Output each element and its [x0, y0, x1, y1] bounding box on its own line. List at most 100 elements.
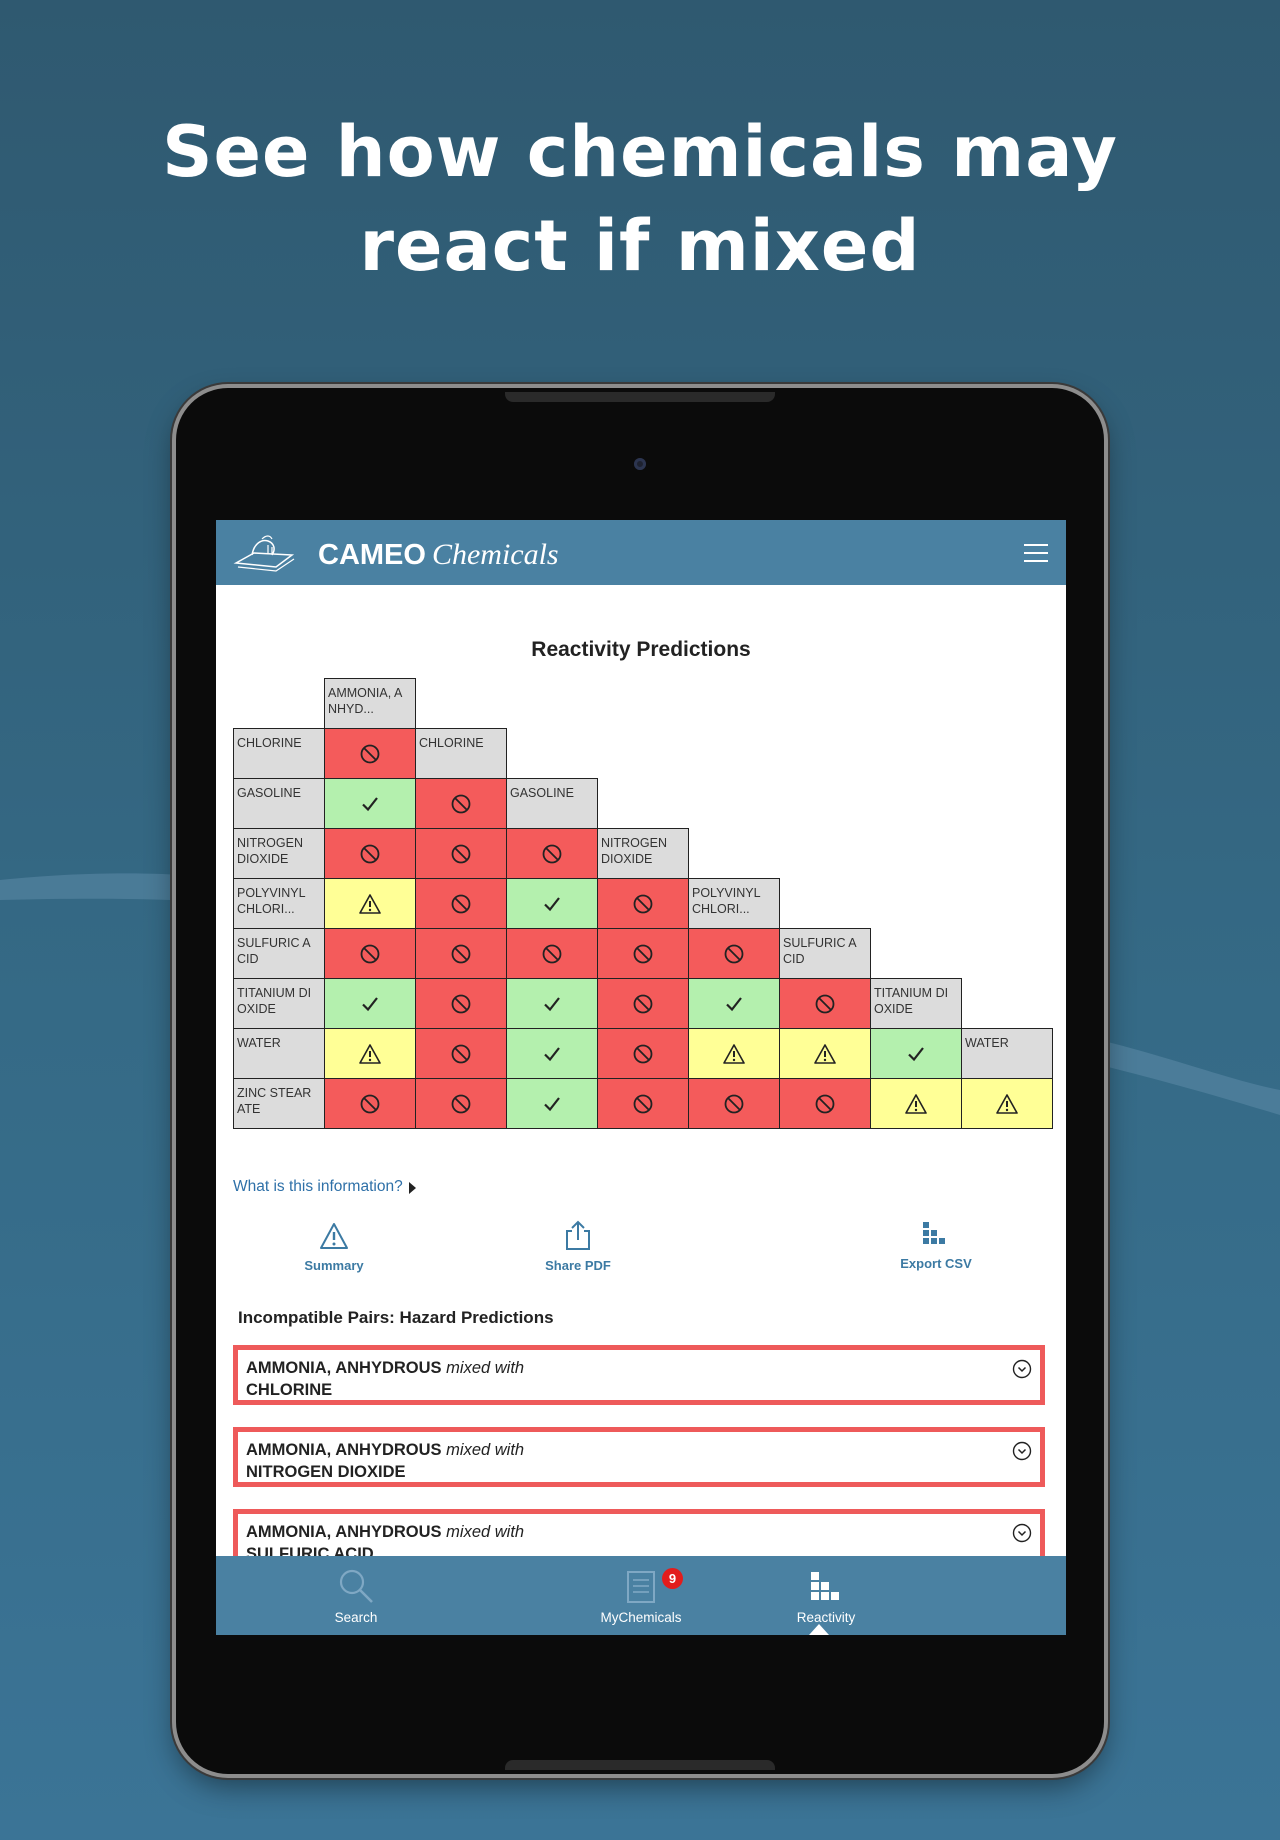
pair-chemical-b: CHLORINE	[246, 1381, 333, 1399]
matrix-cell-compatible	[506, 878, 598, 929]
matrix-column-header: WATER	[961, 1028, 1053, 1079]
prohibited-icon	[632, 1093, 654, 1115]
info-link[interactable]: What is this information?	[233, 1178, 403, 1195]
prohibited-icon	[450, 1093, 472, 1115]
matrix-label-text: AMMONIA, A NHYD...	[328, 686, 403, 716]
tab-search-label: Search	[334, 1610, 378, 1625]
summary-button[interactable]: Summary	[294, 1222, 374, 1273]
matrix-column-header: NITROGEN DIOXIDE	[597, 828, 689, 879]
cameo-logo-icon	[233, 535, 295, 572]
matrix-label-text: GASOLINE	[237, 786, 301, 800]
pair-chemical-b: NITROGEN DIOXIDE	[246, 1463, 406, 1481]
document-list-icon	[627, 1571, 655, 1603]
matrix-row-header: CHLORINE	[233, 728, 325, 779]
check-icon	[541, 993, 563, 1015]
headline-line-2: react if mixed	[359, 205, 921, 287]
matrix-label-text: POLYVINYL CHLORI...	[692, 886, 761, 916]
matrix-cell-compatible	[688, 978, 780, 1029]
prohibited-icon	[723, 1093, 745, 1115]
matrix-cell-caution	[961, 1078, 1053, 1129]
matrix-cell-incompatible	[597, 1078, 689, 1129]
check-icon	[541, 1043, 563, 1065]
matrix-label-text: ZINC STEAR ATE	[237, 1086, 312, 1116]
matrix-cell-incompatible	[415, 928, 507, 979]
prohibited-icon	[359, 843, 381, 865]
matrix-label-text: SULFURIC A CID	[237, 936, 311, 966]
chevron-down-icon[interactable]	[1012, 1441, 1032, 1461]
check-icon	[905, 1043, 927, 1065]
headline: See how chemicals may react if mixed	[0, 105, 1280, 293]
prohibited-icon	[359, 943, 381, 965]
prohibited-icon	[814, 993, 836, 1015]
matrix-row-header: ZINC STEAR ATE	[233, 1078, 325, 1129]
check-icon	[541, 1093, 563, 1115]
matrix-cell-compatible	[506, 1028, 598, 1079]
matrix-label-text: SULFURIC A CID	[783, 936, 857, 966]
matrix-cell-compatible	[506, 1078, 598, 1129]
export-csv-label: Export CSV	[900, 1256, 972, 1271]
incompatible-pairs-title: Incompatible Pairs: Hazard Predictions	[238, 1308, 554, 1327]
prohibited-icon	[632, 1043, 654, 1065]
matrix-column-header: GASOLINE	[506, 778, 598, 829]
grid-chart-icon	[811, 1572, 839, 1600]
matrix-column-header: CHLORINE	[415, 728, 507, 779]
matrix-row-header: NITROGEN DIOXIDE	[233, 828, 325, 879]
matrix-cell-compatible	[870, 1028, 962, 1079]
pair-item[interactable]: AMMONIA, ANHYDROUS mixed with NITROGEN D…	[233, 1427, 1045, 1487]
tab-reactivity[interactable]: Reactivity	[746, 1556, 906, 1635]
matrix-cell-incompatible	[324, 1078, 416, 1129]
headline-line-1: See how chemicals may	[162, 111, 1118, 193]
matrix-cell-incompatible	[688, 1078, 780, 1129]
matrix-cell-incompatible	[324, 728, 416, 779]
matrix-column-header: POLYVINYL CHLORI...	[688, 878, 780, 929]
export-csv-button[interactable]: Export CSV	[886, 1220, 986, 1271]
matrix-cell-compatible	[506, 978, 598, 1029]
tablet-notch-top	[505, 392, 775, 402]
pair-chemical-a: AMMONIA, ANHYDROUS	[246, 1523, 442, 1541]
share-pdf-button[interactable]: Share PDF	[533, 1220, 623, 1273]
matrix-cell-incompatible	[597, 978, 689, 1029]
warning-icon	[905, 1093, 927, 1115]
summary-label: Summary	[304, 1258, 364, 1273]
matrix-label-text: CHLORINE	[419, 736, 484, 750]
warning-icon	[814, 1043, 836, 1065]
info-arrow-icon[interactable]	[409, 1182, 416, 1194]
matrix-row-header: SULFURIC A CID	[233, 928, 325, 979]
tab-mychemicals-label: MyChemicals	[600, 1610, 682, 1625]
pair-item[interactable]: AMMONIA, ANHYDROUS mixed with CHLORINE	[233, 1345, 1045, 1405]
grid-chart-icon	[923, 1222, 945, 1244]
hamburger-menu-icon[interactable]	[1024, 544, 1048, 562]
matrix-cell-incompatible	[415, 878, 507, 929]
prohibited-icon	[450, 793, 472, 815]
prohibited-icon	[359, 743, 381, 765]
page-title: Reactivity Predictions	[531, 638, 751, 661]
warning-icon	[996, 1093, 1018, 1115]
chevron-down-icon[interactable]	[1012, 1523, 1032, 1543]
check-icon	[359, 993, 381, 1015]
matrix-column-header: SULFURIC A CID	[779, 928, 871, 979]
prohibited-icon	[541, 843, 563, 865]
share-pdf-label: Share PDF	[545, 1258, 611, 1273]
matrix-cell-incompatible	[597, 928, 689, 979]
tab-mychemicals[interactable]: 9 MyChemicals	[556, 1556, 726, 1635]
matrix-cell-incompatible	[415, 828, 507, 879]
matrix-cell-incompatible	[688, 928, 780, 979]
chevron-down-icon[interactable]	[1012, 1359, 1032, 1379]
matrix-cell-compatible	[324, 778, 416, 829]
matrix-cell-incompatible	[597, 878, 689, 929]
matrix-label-text: TITANIUM DI OXIDE	[874, 986, 949, 1016]
share-icon	[566, 1220, 590, 1250]
prohibited-icon	[632, 993, 654, 1015]
matrix-label-text: TITANIUM DI OXIDE	[237, 986, 312, 1016]
warning-icon	[359, 893, 381, 915]
tab-search[interactable]: Search	[276, 1556, 436, 1635]
matrix-cell-incompatible	[779, 1078, 871, 1129]
tab-reactivity-label: Reactivity	[796, 1610, 856, 1625]
matrix-label-text: POLYVINYL CHLORI...	[237, 886, 306, 916]
camera-icon	[634, 458, 646, 470]
warning-icon	[359, 1043, 381, 1065]
prohibited-icon	[632, 943, 654, 965]
app-screen: CAMEO Chemicals Reactivity Predictions AM…	[216, 520, 1066, 1635]
pair-chemical-a: AMMONIA, ANHYDROUS	[246, 1441, 442, 1459]
warning-triangle-icon	[320, 1223, 348, 1249]
